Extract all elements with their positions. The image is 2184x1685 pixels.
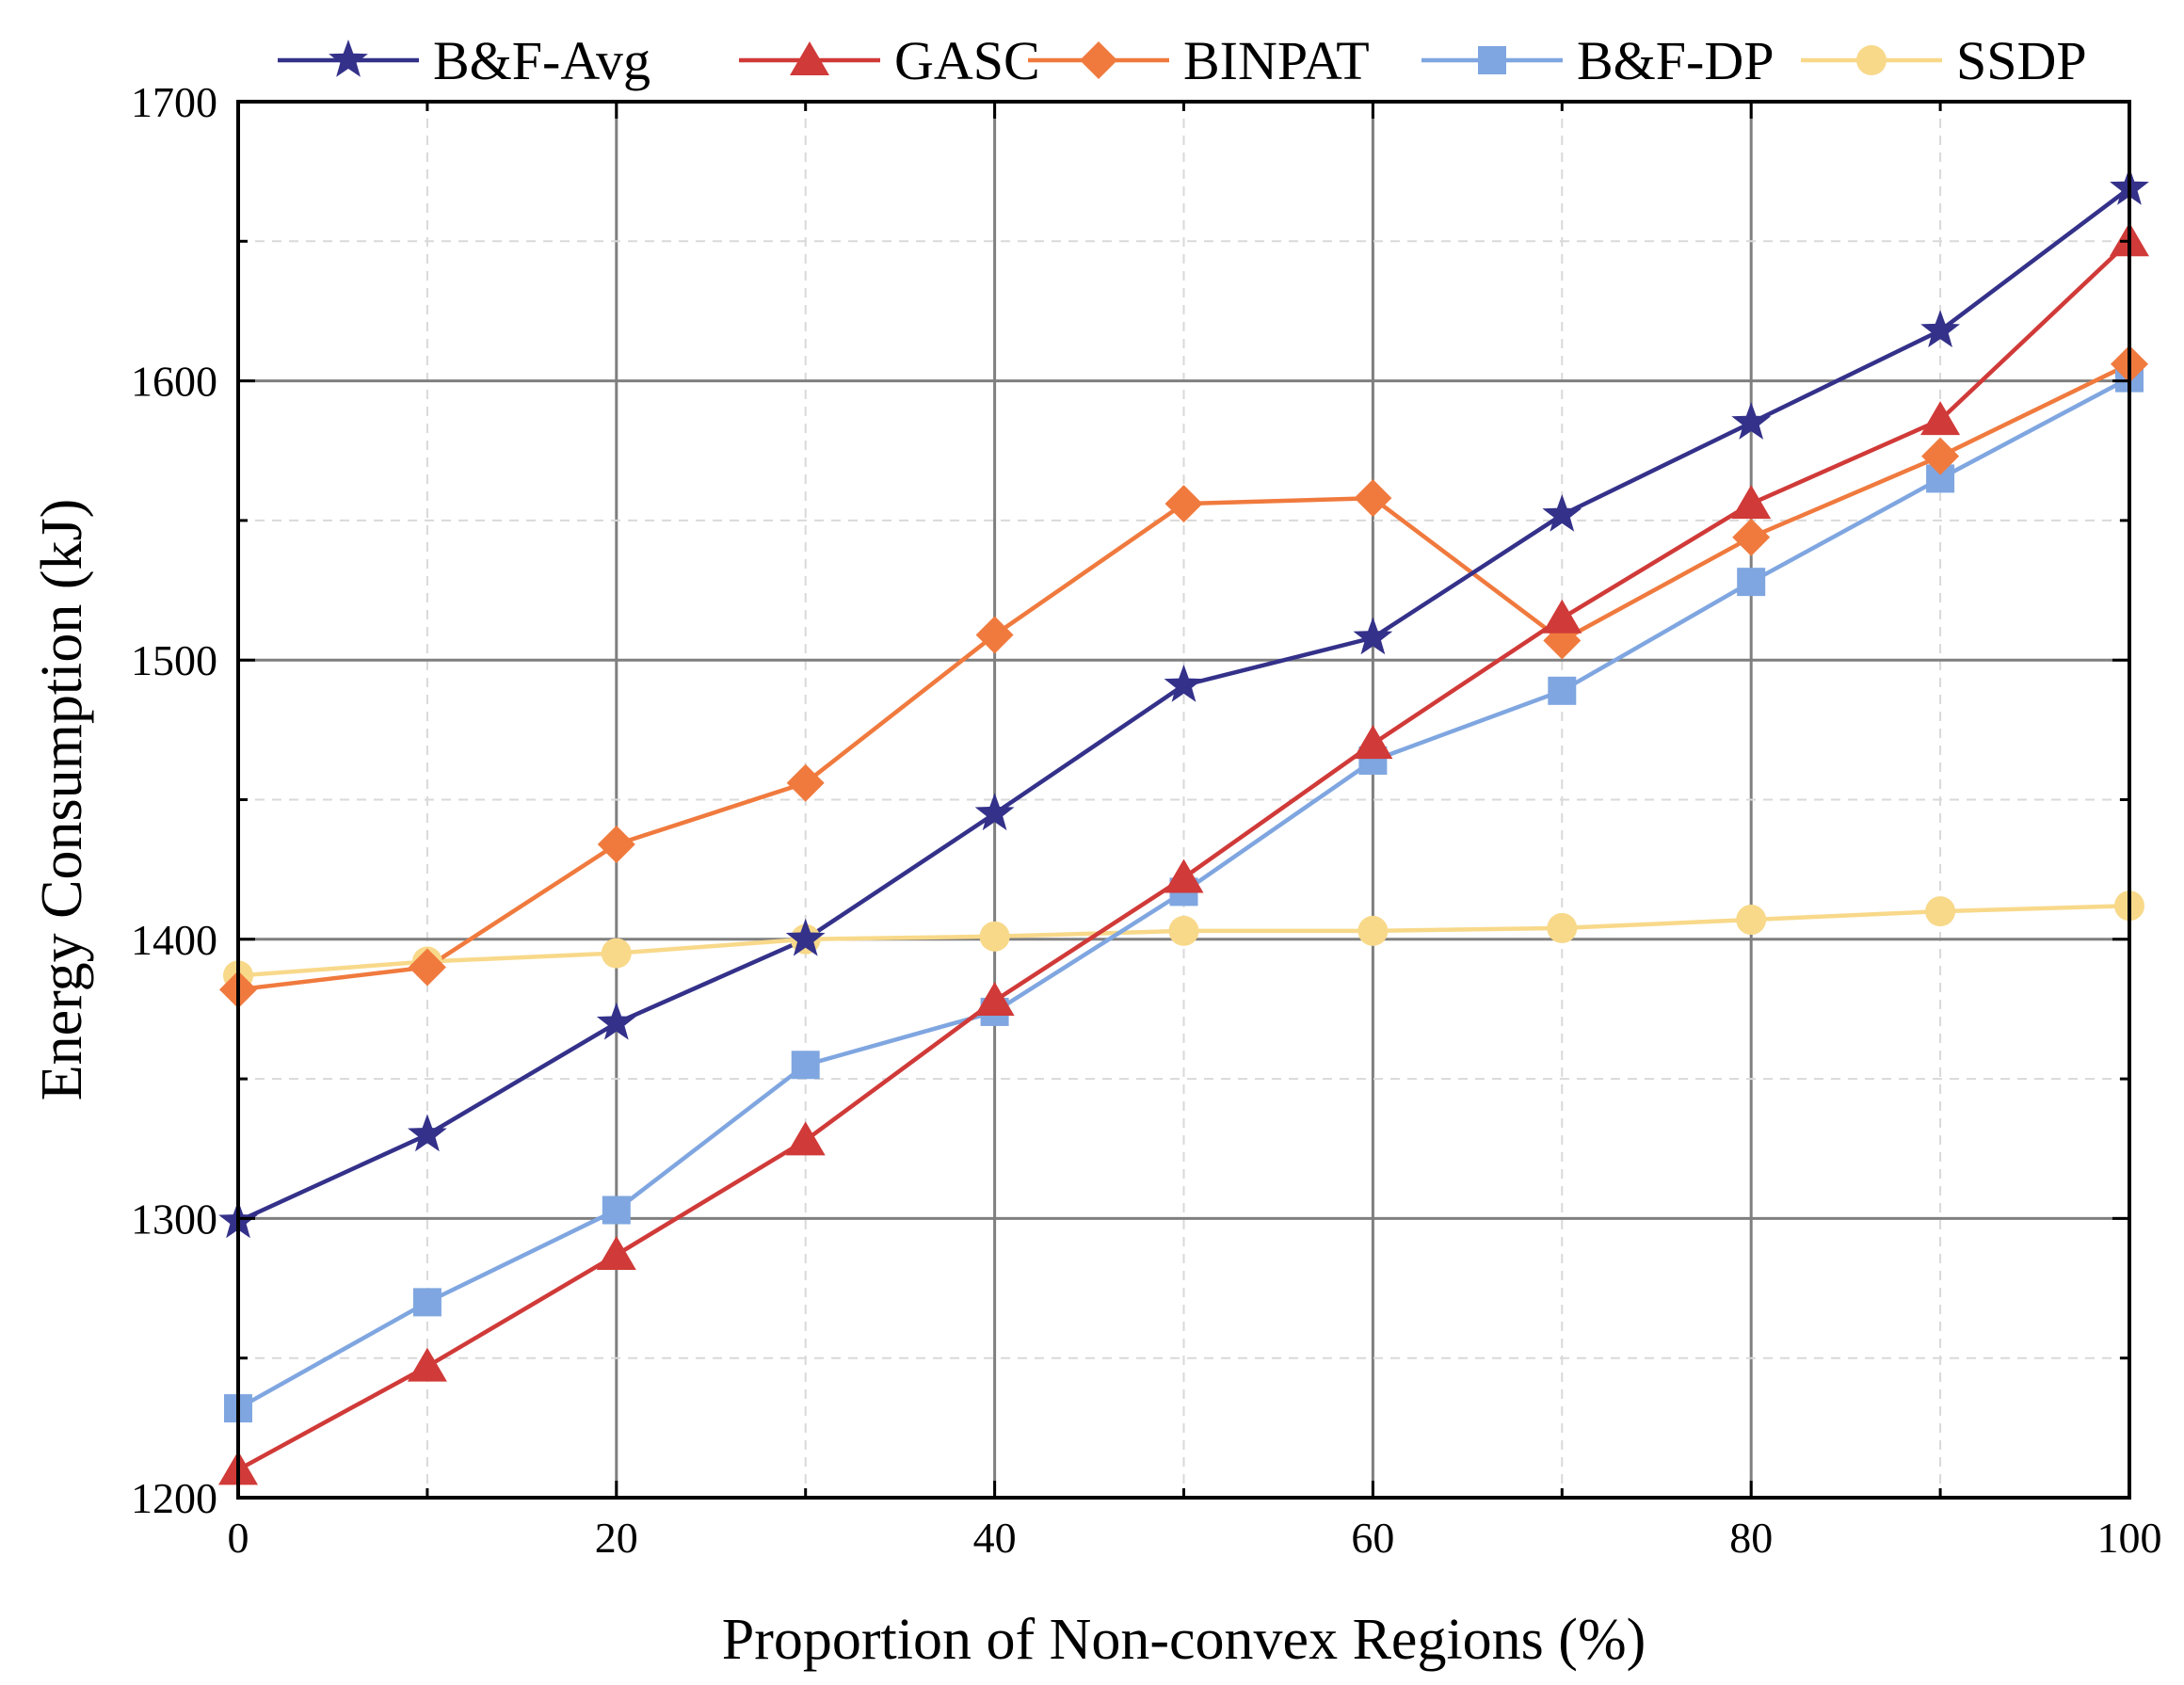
square-marker <box>412 1288 442 1317</box>
triangle-marker <box>1920 401 1961 436</box>
y-tick-label: 1300 <box>131 1195 217 1243</box>
x-tick-label: 40 <box>973 1514 1017 1562</box>
star-marker <box>408 1114 447 1152</box>
x-tick-label: 0 <box>228 1514 249 1562</box>
legend: B&F-Avg GASC BINPAT B&F-DP SSDP <box>278 30 2087 91</box>
star-marker <box>974 793 1015 831</box>
circle-marker <box>1547 912 1578 943</box>
legend-item-b-f-dp: B&F-DP <box>1421 30 1774 91</box>
circle-marker <box>1168 915 1199 946</box>
legend-label: B&F-Avg <box>433 30 650 91</box>
y-tick-label: 1200 <box>131 1474 217 1522</box>
series-markers <box>218 167 2149 1485</box>
y-tick-label: 1400 <box>131 916 217 964</box>
circle-marker <box>1736 905 1767 936</box>
legend-item-binpat: BINPAT <box>1028 30 1370 91</box>
diamond-marker <box>597 825 635 863</box>
x-tick-label: 60 <box>1351 1514 1394 1562</box>
star-marker <box>1542 494 1582 532</box>
diamond-marker <box>1354 479 1392 518</box>
square-marker <box>602 1196 631 1225</box>
star-marker <box>1731 402 1772 440</box>
diamond-marker <box>1080 41 1117 79</box>
square-marker <box>1737 568 1766 597</box>
star-marker <box>1920 310 1960 347</box>
y-axis-label: Energy Consumption (kJ) <box>30 499 94 1101</box>
triangle-marker <box>596 1235 636 1270</box>
tick-labels: 0 20 40 60 80 100 1200 1300 1400 1500 1600 1700 <box>131 78 2162 1562</box>
legend-item-b-f-avg: B&F-Avg <box>278 30 650 91</box>
x-tick-label: 100 <box>2097 1514 2162 1562</box>
triangle-marker <box>1353 725 1393 760</box>
x-tick-label: 80 <box>1729 1514 1773 1562</box>
star-marker <box>596 1002 636 1040</box>
star-marker <box>329 40 368 77</box>
diamond-marker <box>1164 485 1203 523</box>
square-marker <box>791 1051 820 1080</box>
diamond-marker <box>1732 518 1771 556</box>
circle-marker <box>1856 45 1887 75</box>
series-points-binpat <box>219 345 2148 1009</box>
x-axis-label: Proportion of Non-convex Regions (%) <box>722 1608 1646 1672</box>
triangle-marker <box>974 982 1015 1017</box>
circle-marker <box>979 921 1010 952</box>
triangle-marker <box>785 1121 826 1156</box>
legend-label: GASC <box>894 30 1040 91</box>
triangle-marker <box>1731 485 1772 520</box>
y-tick-label: 1500 <box>131 636 217 684</box>
y-tick-label: 1600 <box>131 358 217 406</box>
square-marker <box>1478 46 1506 74</box>
star-marker <box>1353 617 1393 655</box>
legend-label: B&F-DP <box>1577 30 1774 91</box>
legend-item-ssdp: SSDP <box>1801 30 2087 91</box>
diamond-marker <box>975 616 1014 654</box>
diamond-marker <box>1921 437 1960 475</box>
axis-ticks <box>236 100 2131 1500</box>
diamond-marker <box>786 763 825 802</box>
circle-marker <box>601 938 632 969</box>
circle-marker <box>1357 915 1389 946</box>
star-marker <box>785 918 826 956</box>
triangle-marker <box>790 41 829 75</box>
legend-label: SSDP <box>1956 30 2087 91</box>
circle-marker <box>1925 896 1956 927</box>
triangle-marker <box>407 1347 447 1382</box>
grid-lines <box>238 102 2129 1498</box>
legend-item-gasc: GASC <box>739 30 1040 91</box>
x-tick-label: 20 <box>595 1514 638 1562</box>
y-tick-label: 1700 <box>131 78 217 126</box>
legend-label: BINPAT <box>1183 30 1370 91</box>
star-marker <box>1164 664 1204 702</box>
diamond-marker <box>408 948 446 987</box>
triangle-marker <box>1542 599 1582 634</box>
triangle-marker <box>1164 859 1204 893</box>
square-marker <box>1548 676 1577 705</box>
